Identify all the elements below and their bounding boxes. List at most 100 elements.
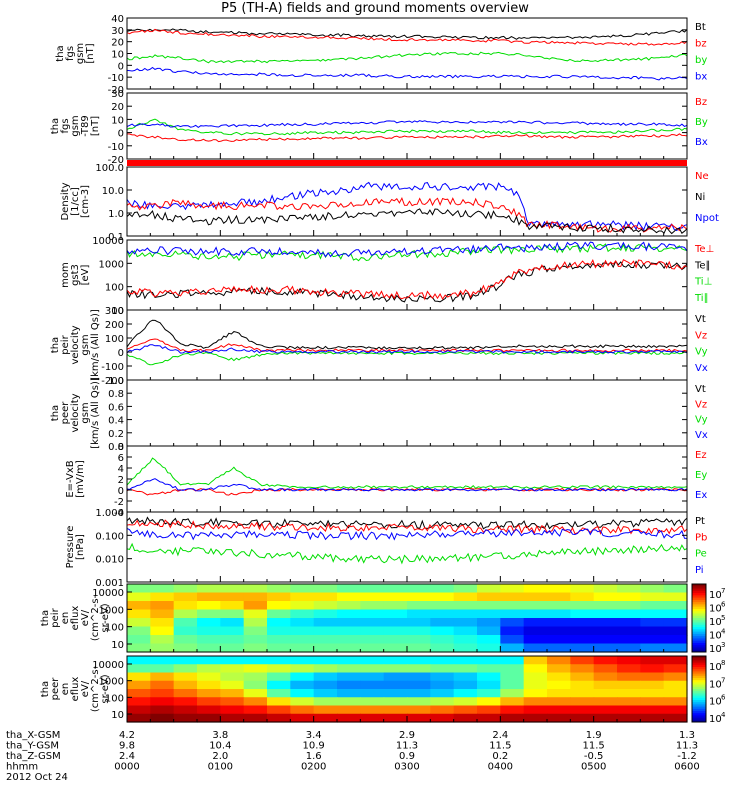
- footer-row-value: 1.3: [679, 730, 695, 741]
- heatmap-cell: [337, 664, 361, 674]
- legend-entry: Bt: [695, 22, 706, 33]
- heatmap-cell: [290, 689, 315, 698]
- y-tick-label: 1.000: [95, 508, 124, 519]
- footer-row-value: 2.9: [399, 730, 415, 741]
- heatmap-cell: [313, 635, 338, 645]
- series-line-Te⊥: [126, 258, 688, 301]
- heatmap-cell: [127, 584, 151, 594]
- colorbar-segment: [692, 647, 706, 651]
- footer-row-value: 0000: [114, 762, 139, 773]
- footer-row-value: 11.5: [583, 741, 605, 752]
- y-tick-label: -200: [101, 376, 124, 387]
- heatmap-cell: [150, 626, 175, 636]
- heatmap-cell: [360, 601, 385, 611]
- colorbar-segment: [692, 595, 706, 599]
- colorbar-exponent: 6: [721, 694, 726, 702]
- heatmap-cell: [290, 697, 315, 707]
- y-axis-label: [nT]: [90, 116, 101, 136]
- heatmap-cell: [337, 656, 361, 665]
- heatmap-cell: [127, 672, 151, 682]
- heatmap-cell: [360, 656, 385, 665]
- heatmap-cell: [663, 713, 688, 723]
- heatmap-cell: [407, 680, 431, 690]
- colorbar-segment: [692, 711, 706, 714]
- colorbar-segment: [692, 590, 706, 594]
- heatmap-cell: [197, 672, 221, 682]
- heatmap-cell: [593, 635, 618, 645]
- heatmap-cell: [430, 689, 455, 698]
- y-tick-label: 2: [118, 475, 124, 486]
- heatmap-cell: [337, 626, 361, 636]
- footer-row-value: 11.3: [676, 741, 698, 752]
- series-line-Ti⊥: [126, 243, 688, 262]
- heatmap-cell: [290, 705, 315, 715]
- heatmap-cell: [547, 680, 571, 690]
- heatmap-cell: [173, 643, 198, 653]
- y-tick-label: 10000: [92, 660, 124, 671]
- y-tick-label: 0.010: [95, 555, 124, 566]
- heatmap-cell: [173, 618, 198, 628]
- colorbar-segment: [692, 669, 706, 672]
- heatmap-cell: [547, 601, 571, 611]
- heatmap-cell: [477, 705, 501, 715]
- heatmap-cell: [290, 635, 315, 645]
- legend-entry: Vz: [695, 399, 707, 410]
- heatmap-cell: [243, 713, 268, 723]
- heatmap-cell: [570, 609, 595, 619]
- heatmap-cell: [337, 584, 361, 594]
- heatmap-cell: [547, 697, 571, 707]
- heatmap-cell: [337, 672, 361, 682]
- y-tick-label: -20: [108, 155, 124, 166]
- heatmap-cell: [523, 643, 548, 653]
- series-line-bz: [126, 28, 688, 46]
- colorbar-segment: [692, 611, 706, 614]
- legend-entry: by: [695, 55, 707, 66]
- heatmap-cell: [313, 672, 338, 682]
- heatmap-cell: [617, 664, 641, 674]
- heatmap-cell: [383, 705, 408, 715]
- y-tick-label: -2: [114, 497, 124, 508]
- heatmap-cell: [500, 601, 525, 611]
- heatmap-cell: [383, 697, 408, 707]
- series-line-bx: [126, 66, 688, 81]
- footer-row-value: 11.3: [396, 741, 418, 752]
- heatmap-cell: [383, 626, 408, 636]
- heatmap-cell: [337, 680, 361, 690]
- legend-entry: Pb: [695, 532, 707, 543]
- heatmap-cell: [500, 672, 525, 682]
- heatmap-cell: [430, 656, 455, 665]
- footer-row-label: tha_X-GSM: [6, 730, 60, 741]
- heatmap-cell: [313, 656, 338, 665]
- y-tick-label: -10: [108, 142, 124, 153]
- heatmap-cell: [593, 643, 618, 653]
- heatmap-cell: [617, 609, 641, 619]
- legend-entry: Vt: [695, 314, 706, 325]
- heatmap-cell: [220, 601, 245, 611]
- heatmap-cell: [243, 635, 268, 645]
- heatmap-cell: [617, 592, 641, 602]
- heatmap-cell: [663, 584, 688, 594]
- heatmap-cell: [500, 689, 525, 698]
- heatmap-cell: [267, 664, 291, 674]
- series-line-Pt: [126, 516, 688, 530]
- heatmap-cell: [523, 635, 548, 645]
- legend-entry: Vx: [695, 430, 708, 441]
- panel-frame-4: [126, 239, 688, 311]
- heatmap-cell: [570, 672, 595, 682]
- heatmap-cell: [383, 656, 408, 665]
- colorbar-segment: [692, 717, 706, 721]
- series-line-Ni: [126, 208, 688, 235]
- heatmap-cell: [173, 664, 198, 674]
- heatmap-cell: [243, 643, 268, 653]
- heatmap-cell: [197, 697, 221, 707]
- heatmap-cell: [360, 635, 385, 645]
- heatmap-cell: [640, 705, 665, 715]
- legend-entry: Ne: [695, 171, 709, 182]
- y-tick-label: -100: [101, 362, 124, 373]
- heatmap-cell: [477, 635, 501, 645]
- y-axis-label: eV/: [80, 680, 91, 697]
- heatmap-cell: [337, 643, 361, 653]
- heatmap-cell: [547, 618, 571, 628]
- heatmap-cell: [663, 626, 688, 636]
- heatmap-cell: [593, 592, 618, 602]
